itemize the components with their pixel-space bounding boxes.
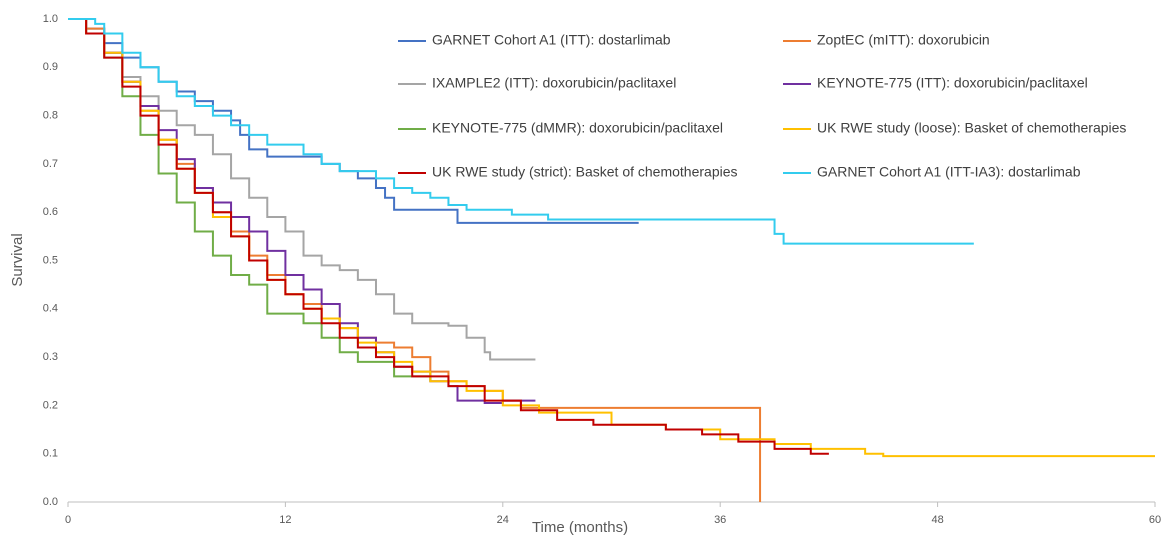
y-tick-label: 0.6 (43, 206, 58, 218)
x-tick-label: 60 (1149, 514, 1161, 526)
y-tick-label: 0.8 (43, 110, 58, 122)
x-tick-label: 0 (65, 514, 71, 526)
y-axis-title: Survival (9, 233, 26, 286)
y-tick-label: 0.5 (43, 254, 58, 266)
survival-curve (68, 18, 536, 361)
x-tick-label: 48 (931, 514, 943, 526)
x-tick-label: 12 (279, 514, 291, 526)
y-tick-label: 0.7 (43, 158, 58, 170)
legend-label: KEYNOTE-775 (ITT): doxorubicin/paclitaxe… (817, 75, 1088, 91)
y-tick-label: 0.1 (43, 448, 58, 460)
x-axis-title: Time (months) (532, 519, 628, 536)
legend-label: UK RWE study (loose): Basket of chemothe… (817, 120, 1126, 136)
y-tick-label: 0.2 (43, 399, 58, 411)
survival-curve (68, 18, 432, 382)
y-tick-label: 0.3 (43, 351, 58, 363)
y-tick-label: 0.9 (43, 61, 58, 73)
survival-curve (68, 18, 639, 224)
x-tick-label: 36 (714, 514, 726, 526)
y-tick-label: 1.0 (43, 13, 58, 25)
x-tick-label: 24 (497, 514, 509, 526)
survival-curve (68, 18, 1155, 458)
survival-curve (68, 18, 762, 502)
y-tick-label: 0.4 (43, 303, 58, 315)
legend-label: KEYNOTE-775 (dMMR): doxorubicin/paclitax… (432, 120, 723, 136)
y-tick-label: 0.0 (43, 496, 58, 508)
legend-label: GARNET Cohort A1 (ITT-IA3): dostarlimab (817, 164, 1081, 180)
survival-curve (68, 18, 829, 455)
legend-label: UK RWE study (strict): Basket of chemoth… (432, 164, 738, 180)
legend-label: GARNET Cohort A1 (ITT): dostarlimab (432, 32, 671, 48)
legend-label: IXAMPLE2 (ITT): doxorubicin/paclitaxel (432, 75, 676, 91)
legend-label: ZoptEC (mITT): doxorubicin (817, 32, 990, 48)
survival-curve (68, 18, 974, 245)
